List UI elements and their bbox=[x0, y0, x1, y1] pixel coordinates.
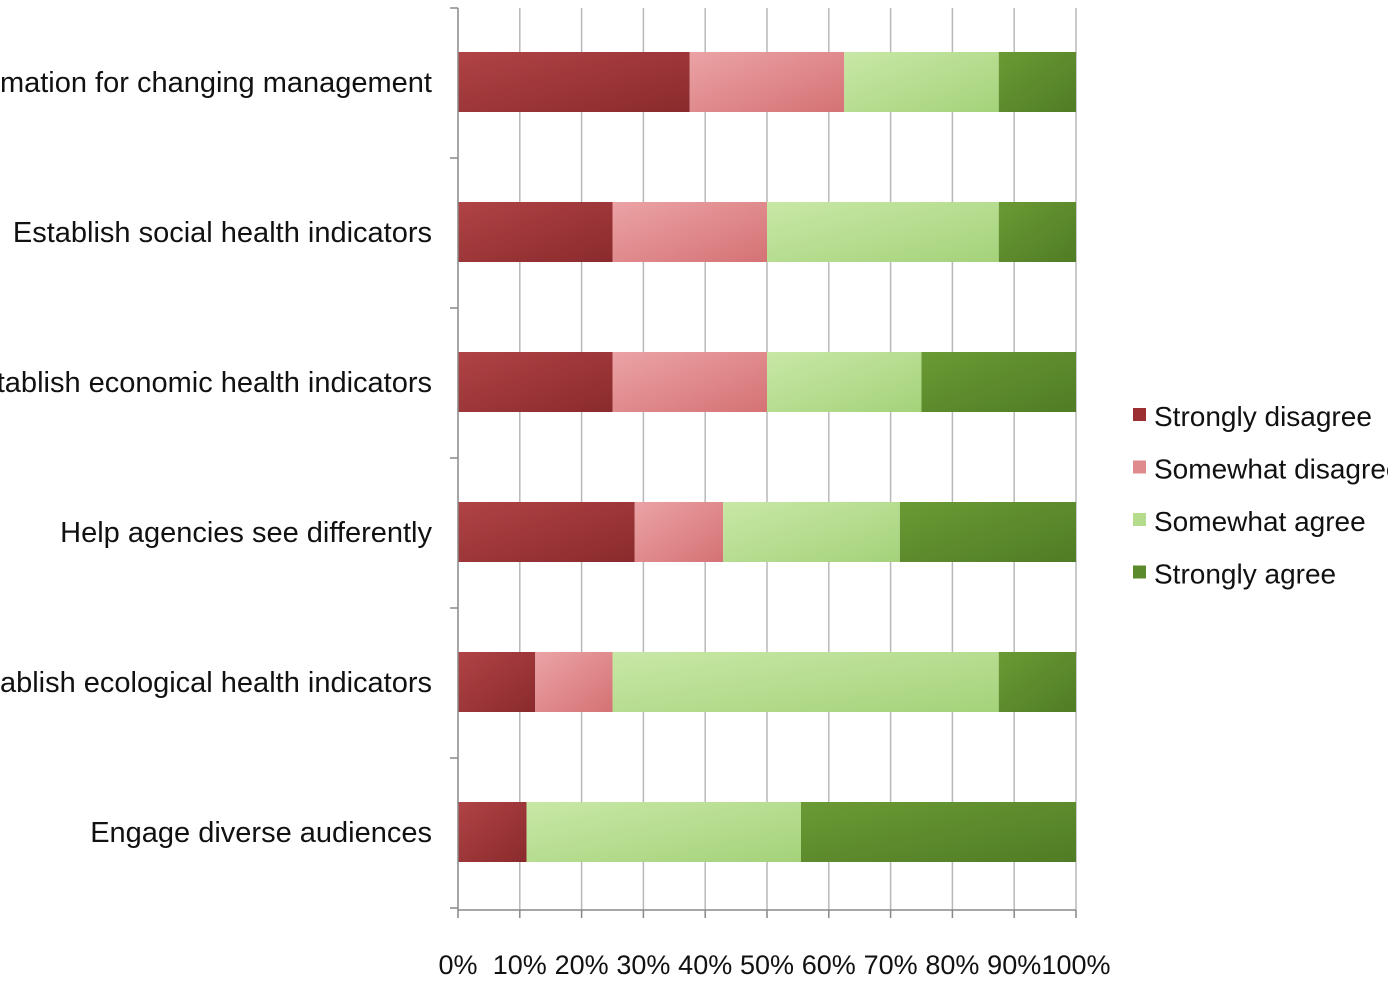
axes bbox=[450, 7, 1077, 918]
category-label: Establish social health indicators bbox=[13, 217, 432, 249]
bar-somewhat-agree-1 bbox=[844, 52, 999, 112]
category-label: Engage diverse audiences bbox=[90, 817, 432, 849]
category-label: Help agencies see differently bbox=[60, 517, 432, 549]
x-tick-label: 20% bbox=[555, 950, 609, 980]
x-tick-label: 0% bbox=[438, 950, 477, 980]
x-tick-label: 60% bbox=[802, 950, 856, 980]
x-tick-label: 80% bbox=[925, 950, 979, 980]
x-tick-label: 30% bbox=[616, 950, 670, 980]
bar-strongly-disagree-4 bbox=[458, 502, 635, 562]
category-label: Establish ecological health indicators bbox=[0, 667, 432, 699]
bar-strongly-agree-5 bbox=[998, 652, 1076, 712]
category-label: Information for changing management bbox=[0, 67, 432, 99]
bar-somewhat-agree-3 bbox=[767, 352, 922, 412]
bar-somewhat-disagree-3 bbox=[612, 352, 767, 412]
bar-strongly-disagree-3 bbox=[458, 352, 613, 412]
bar-somewhat-agree-6 bbox=[526, 802, 801, 862]
bar-strongly-disagree-6 bbox=[458, 802, 527, 862]
legend-swatch-strongly-disagree bbox=[1133, 408, 1146, 421]
bar-somewhat-disagree-1 bbox=[689, 52, 845, 112]
x-tick-label: 40% bbox=[678, 950, 732, 980]
x-tick-label: 10% bbox=[493, 950, 547, 980]
bar-somewhat-disagree-2 bbox=[612, 202, 767, 262]
bar-strongly-agree-4 bbox=[899, 502, 1076, 562]
category-label: Establish economic health indicators bbox=[0, 367, 432, 399]
bars bbox=[458, 52, 1076, 862]
x-tick-label: 90% bbox=[987, 950, 1041, 980]
legend: Strongly disagree Somewhat disagree Somewh… bbox=[1133, 401, 1388, 590]
bar-strongly-agree-6 bbox=[800, 802, 1076, 862]
grid-lines bbox=[519, 8, 1077, 910]
bar-strongly-agree-1 bbox=[998, 52, 1076, 112]
bar-strongly-disagree-1 bbox=[458, 52, 690, 112]
bar-strongly-agree-2 bbox=[998, 202, 1076, 262]
category-labels: Information for changing management Estab… bbox=[0, 67, 432, 849]
bar-strongly-agree-3 bbox=[921, 352, 1076, 412]
bar-somewhat-agree-5 bbox=[612, 652, 999, 712]
legend-swatch-somewhat-agree bbox=[1133, 513, 1146, 526]
x-tick-label: 50% bbox=[740, 950, 794, 980]
bar-somewhat-disagree-5 bbox=[535, 652, 613, 712]
bar-somewhat-agree-2 bbox=[767, 202, 999, 262]
legend-swatch-somewhat-disagree bbox=[1133, 460, 1146, 474]
bar-strongly-disagree-2 bbox=[458, 202, 613, 262]
bar-somewhat-disagree-4 bbox=[634, 502, 724, 562]
legend-label-somewhat-disagree: Somewhat disagree bbox=[1154, 454, 1388, 485]
x-tick-label: 100% bbox=[1041, 950, 1110, 980]
bar-somewhat-agree-4 bbox=[723, 502, 900, 562]
bar-strongly-disagree-5 bbox=[458, 652, 536, 712]
legend-label-strongly-agree: Strongly agree bbox=[1154, 559, 1336, 590]
legend-swatch-strongly-agree bbox=[1133, 565, 1146, 579]
x-tick-label: 70% bbox=[864, 950, 918, 980]
legend-label-somewhat-agree: Somewhat agree bbox=[1154, 506, 1366, 537]
legend-label-strongly-disagree: Strongly disagree bbox=[1154, 401, 1372, 432]
x-tick-labels: 0% 10% 20% 30% 40% 50% 60% 70% 80% 90% 100% bbox=[438, 950, 1110, 980]
